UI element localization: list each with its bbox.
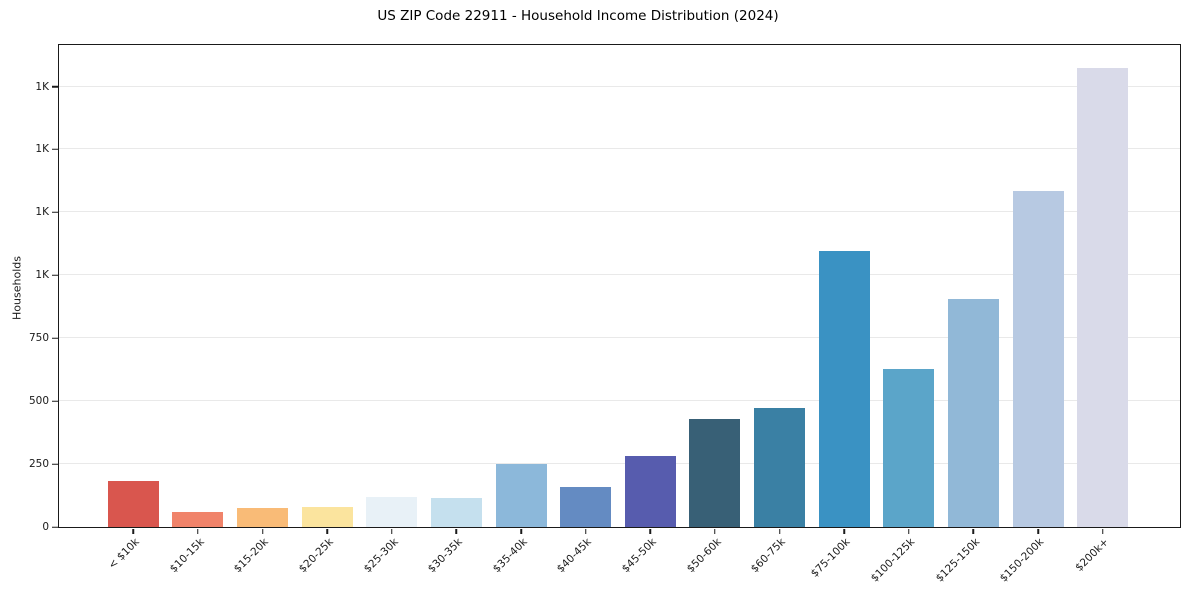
x-tick-label: $20-25k: [296, 536, 336, 576]
bar-slot: $125-150k: [933, 45, 1006, 585]
bar: [624, 455, 676, 527]
x-tick-mark: [843, 528, 845, 534]
y-tick-mark: [52, 337, 58, 339]
bar: [560, 487, 612, 527]
y-tick-mark: [52, 463, 58, 465]
bar: [883, 369, 935, 527]
x-tick-label: $50-60k: [684, 536, 724, 576]
bar-slot: $10-15k: [166, 45, 231, 575]
y-tick-label: 1K: [35, 206, 49, 219]
bar: [1077, 68, 1129, 527]
bar-slot: $30-35k: [424, 45, 489, 575]
x-tick-mark: [261, 528, 264, 534]
y-tick-mark: [52, 274, 58, 277]
bar-slot: $60-75k: [747, 45, 812, 575]
y-axis-label: Households: [10, 256, 24, 320]
x-tick-mark: [649, 528, 652, 534]
x-tick-mark: [908, 528, 910, 534]
x-tick-label: $75-100k: [808, 536, 853, 580]
x-tick-label: $35-40k: [490, 536, 530, 576]
bar-slot: $25-30k: [360, 45, 425, 575]
bar: [366, 497, 418, 527]
bar-slot: $35-40k: [489, 45, 554, 575]
x-tick-label: $25-30k: [361, 536, 401, 576]
gridline: [59, 463, 1180, 465]
bar-slot: $100-125k: [869, 45, 942, 585]
bar: [237, 507, 289, 527]
bar-slot: $150-200k: [998, 45, 1071, 585]
x-tick-mark: [778, 528, 781, 534]
bar-slot: < $10k: [101, 45, 166, 572]
plot-area: < $10k $10-15k $15-20k $20-25k $25-30k $30-35…: [29, 44, 1181, 585]
x-tick-label: $15-20k: [231, 536, 272, 576]
y-tick-mark: [52, 211, 58, 214]
x-tick-label: $10-15k: [167, 536, 207, 576]
bar: [495, 464, 547, 527]
bar: [689, 419, 741, 527]
x-tick-mark: [1101, 528, 1104, 534]
y-tick-label: 1K: [35, 80, 49, 93]
x-tick-label: $100-125k: [868, 536, 918, 585]
bar: [818, 250, 870, 527]
x-tick-label: $40-45k: [555, 536, 595, 576]
bar-slot: $40-45k: [553, 45, 618, 575]
gridline: [59, 400, 1180, 402]
bar: [172, 511, 224, 527]
bar-slot: $50-60k: [683, 45, 748, 575]
bar: [430, 498, 482, 527]
y-tick-label: 1K: [35, 143, 49, 156]
x-tick-mark: [455, 528, 458, 534]
gridline: [59, 148, 1180, 150]
y-tick-label: 1K: [35, 269, 49, 282]
bar: [1012, 190, 1064, 527]
bar-slot: $15-20k: [230, 45, 295, 575]
x-tick-mark: [391, 528, 393, 534]
gridline: [59, 337, 1180, 339]
x-tick-mark: [197, 528, 199, 534]
x-tick-mark: [326, 528, 328, 534]
bar-slot: $200k+: [1070, 45, 1135, 574]
chart-title: US ZIP Code 22911 - Household Income Dis…: [377, 8, 779, 24]
gridline: [59, 274, 1180, 276]
x-tick-mark: [132, 528, 135, 534]
y-tick-mark: [52, 148, 58, 151]
y-tick-label: 750: [28, 332, 49, 345]
y-tick-label: 250: [28, 458, 49, 471]
y-tick-label: 0: [42, 521, 49, 533]
bar: [754, 408, 806, 527]
x-tick-mark: [520, 528, 522, 534]
x-tick-label: $200k+: [1073, 536, 1112, 574]
gridline: [59, 85, 1180, 87]
x-tick-label: $30-35k: [425, 536, 465, 576]
y-tick-mark: [52, 526, 58, 528]
x-tick-label: $60-75k: [748, 536, 789, 576]
x-tick-mark: [584, 528, 587, 534]
y-tick-label: 500: [28, 395, 49, 408]
bar-slot: $75-100k: [809, 45, 877, 580]
x-tick-label: $45-50k: [619, 536, 659, 576]
gridline: [59, 211, 1180, 213]
x-tick-label: $150-200k: [998, 536, 1047, 585]
x-tick-mark: [972, 528, 975, 534]
y-tick-mark: [52, 85, 58, 88]
bar: [947, 299, 999, 527]
x-tick-label: $125-150k: [933, 536, 982, 585]
bar: [107, 480, 159, 527]
bar: [301, 506, 353, 527]
bar-slot: $20-25k: [295, 45, 360, 575]
x-tick-label: < $10k: [106, 536, 142, 572]
bar-slot: $45-50k: [618, 45, 683, 575]
y-tick-mark: [52, 400, 58, 402]
x-tick-mark: [714, 528, 716, 534]
x-tick-mark: [1037, 528, 1039, 534]
bars-layer: < $10k $10-15k $15-20k $20-25k $25-30k $30-35…: [59, 45, 1180, 585]
